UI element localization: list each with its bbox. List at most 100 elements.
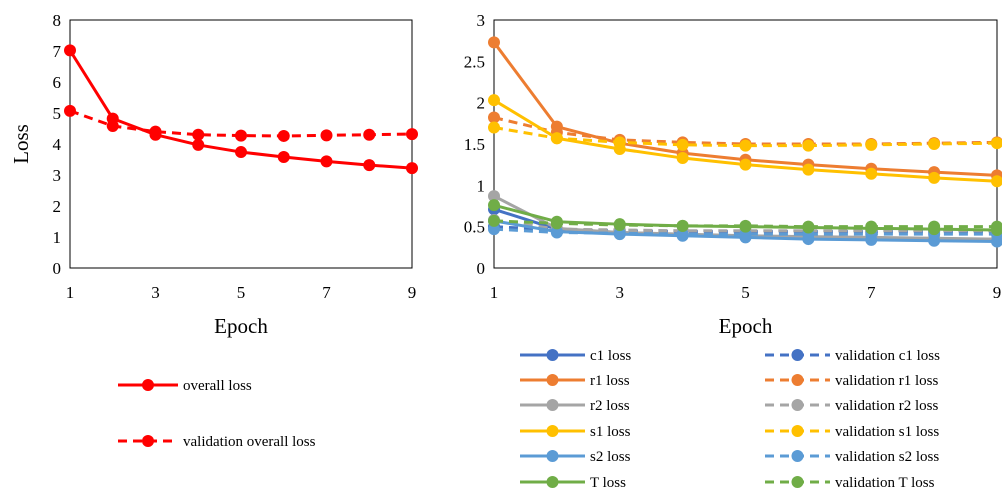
data-point bbox=[613, 227, 626, 240]
data-point bbox=[406, 128, 418, 141]
legend-label: s1 loss bbox=[590, 424, 631, 440]
data-point bbox=[676, 138, 689, 151]
left-x-tick-label: 7 bbox=[322, 283, 331, 302]
left-y-tick-label: 3 bbox=[53, 166, 62, 185]
data-point bbox=[320, 155, 333, 168]
legend-label: s2 loss bbox=[590, 449, 631, 465]
legend-swatch-marker bbox=[546, 374, 559, 386]
data-point bbox=[488, 94, 500, 107]
data-point bbox=[613, 219, 626, 232]
left-x-tick-label: 1 bbox=[66, 283, 75, 302]
data-point bbox=[928, 138, 941, 150]
data-point bbox=[235, 129, 247, 142]
data-point bbox=[550, 226, 563, 239]
data-point bbox=[192, 128, 205, 141]
series-line-validation-T-loss bbox=[493, 219, 997, 229]
left-y-tick-label: 5 bbox=[53, 104, 62, 123]
series-line-validation-overall-loss bbox=[69, 109, 413, 138]
data-point bbox=[802, 220, 815, 233]
left-y-tick-label: 2 bbox=[53, 197, 62, 216]
legend-label: validation overall loss bbox=[183, 434, 316, 450]
data-point bbox=[64, 44, 76, 57]
right-y-tick-label: 0.5 bbox=[464, 218, 485, 237]
data-point bbox=[802, 139, 815, 152]
legend-label: r1 loss bbox=[590, 373, 630, 389]
left-x-tick-label: 5 bbox=[237, 283, 246, 302]
data-point bbox=[488, 111, 500, 124]
legend-swatch-marker bbox=[791, 349, 804, 361]
data-point bbox=[488, 190, 500, 203]
left-y-tick-label: 1 bbox=[53, 228, 62, 247]
data-point bbox=[363, 128, 376, 141]
left-y-axis-title: Loss bbox=[9, 124, 33, 164]
legend-label: r2 loss bbox=[590, 398, 630, 414]
left-x-tick-label: 3 bbox=[151, 283, 160, 302]
data-point bbox=[613, 136, 626, 149]
left-y-tick-label: 6 bbox=[53, 73, 62, 92]
data-point bbox=[277, 129, 290, 142]
data-point bbox=[320, 129, 333, 142]
data-point bbox=[676, 152, 689, 165]
legend-label: validation r1 loss bbox=[835, 373, 938, 389]
right-x-tick-label: 1 bbox=[490, 283, 499, 302]
legend-label: validation r2 loss bbox=[835, 398, 938, 414]
legend-label: validation c1 loss bbox=[835, 348, 940, 364]
legend-swatch-marker bbox=[142, 435, 154, 447]
right-y-tick-label: 1.5 bbox=[464, 135, 485, 154]
data-point bbox=[991, 220, 1002, 233]
data-point bbox=[865, 167, 878, 180]
series-line-validation-s1-loss bbox=[493, 125, 998, 148]
legend-swatch-marker bbox=[791, 476, 804, 488]
legend-swatch-marker bbox=[142, 379, 154, 391]
data-point bbox=[488, 121, 500, 134]
legend-swatch-marker bbox=[546, 349, 559, 361]
data-point bbox=[488, 36, 500, 49]
right-y-tick-label: 3 bbox=[477, 11, 486, 30]
left-chart bbox=[64, 19, 418, 269]
legend-label: T loss bbox=[590, 475, 626, 490]
legend-label: c1 loss bbox=[590, 348, 631, 364]
right-x-tick-label: 5 bbox=[741, 283, 750, 302]
legend-label: validation s2 loss bbox=[835, 449, 939, 465]
data-point bbox=[406, 162, 418, 175]
legend-swatch-marker bbox=[791, 450, 804, 462]
data-point bbox=[363, 159, 376, 172]
data-point bbox=[991, 175, 1002, 188]
data-point bbox=[865, 220, 878, 233]
legend-swatch-marker bbox=[791, 425, 804, 437]
left-y-tick-label: 0 bbox=[53, 259, 62, 278]
data-point bbox=[991, 137, 1002, 150]
right-x-tick-label: 9 bbox=[993, 283, 1002, 302]
legend-label: validation s1 loss bbox=[835, 424, 939, 440]
right-y-tick-label: 2.5 bbox=[464, 52, 485, 71]
data-point bbox=[928, 220, 941, 233]
data-point bbox=[64, 104, 76, 117]
data-point bbox=[739, 139, 752, 152]
legend-swatch-marker bbox=[546, 425, 559, 437]
right-x-axis-title: Epoch bbox=[719, 314, 773, 338]
data-point bbox=[739, 219, 752, 232]
legend-swatch-marker bbox=[791, 374, 804, 386]
left-y-tick-label: 7 bbox=[53, 42, 62, 61]
data-point bbox=[676, 228, 689, 241]
legend-swatch-marker bbox=[546, 450, 559, 462]
data-point bbox=[739, 158, 752, 171]
data-point bbox=[488, 199, 500, 212]
left-plot-frame bbox=[69, 19, 413, 269]
data-point bbox=[277, 151, 290, 164]
right-x-tick-label: 3 bbox=[616, 283, 625, 302]
data-point bbox=[149, 125, 162, 138]
data-point bbox=[106, 120, 119, 133]
legend-swatch-marker bbox=[546, 399, 559, 411]
right-chart bbox=[488, 19, 1002, 269]
data-point bbox=[235, 146, 247, 159]
right-y-tick-label: 0 bbox=[477, 259, 486, 278]
data-point bbox=[676, 219, 689, 232]
data-point bbox=[192, 138, 205, 151]
left-x-tick-label: 9 bbox=[408, 283, 417, 302]
legend-swatch-marker bbox=[546, 476, 559, 488]
data-point bbox=[488, 214, 500, 227]
right-y-tick-label: 2 bbox=[477, 94, 486, 113]
data-point bbox=[550, 217, 563, 230]
